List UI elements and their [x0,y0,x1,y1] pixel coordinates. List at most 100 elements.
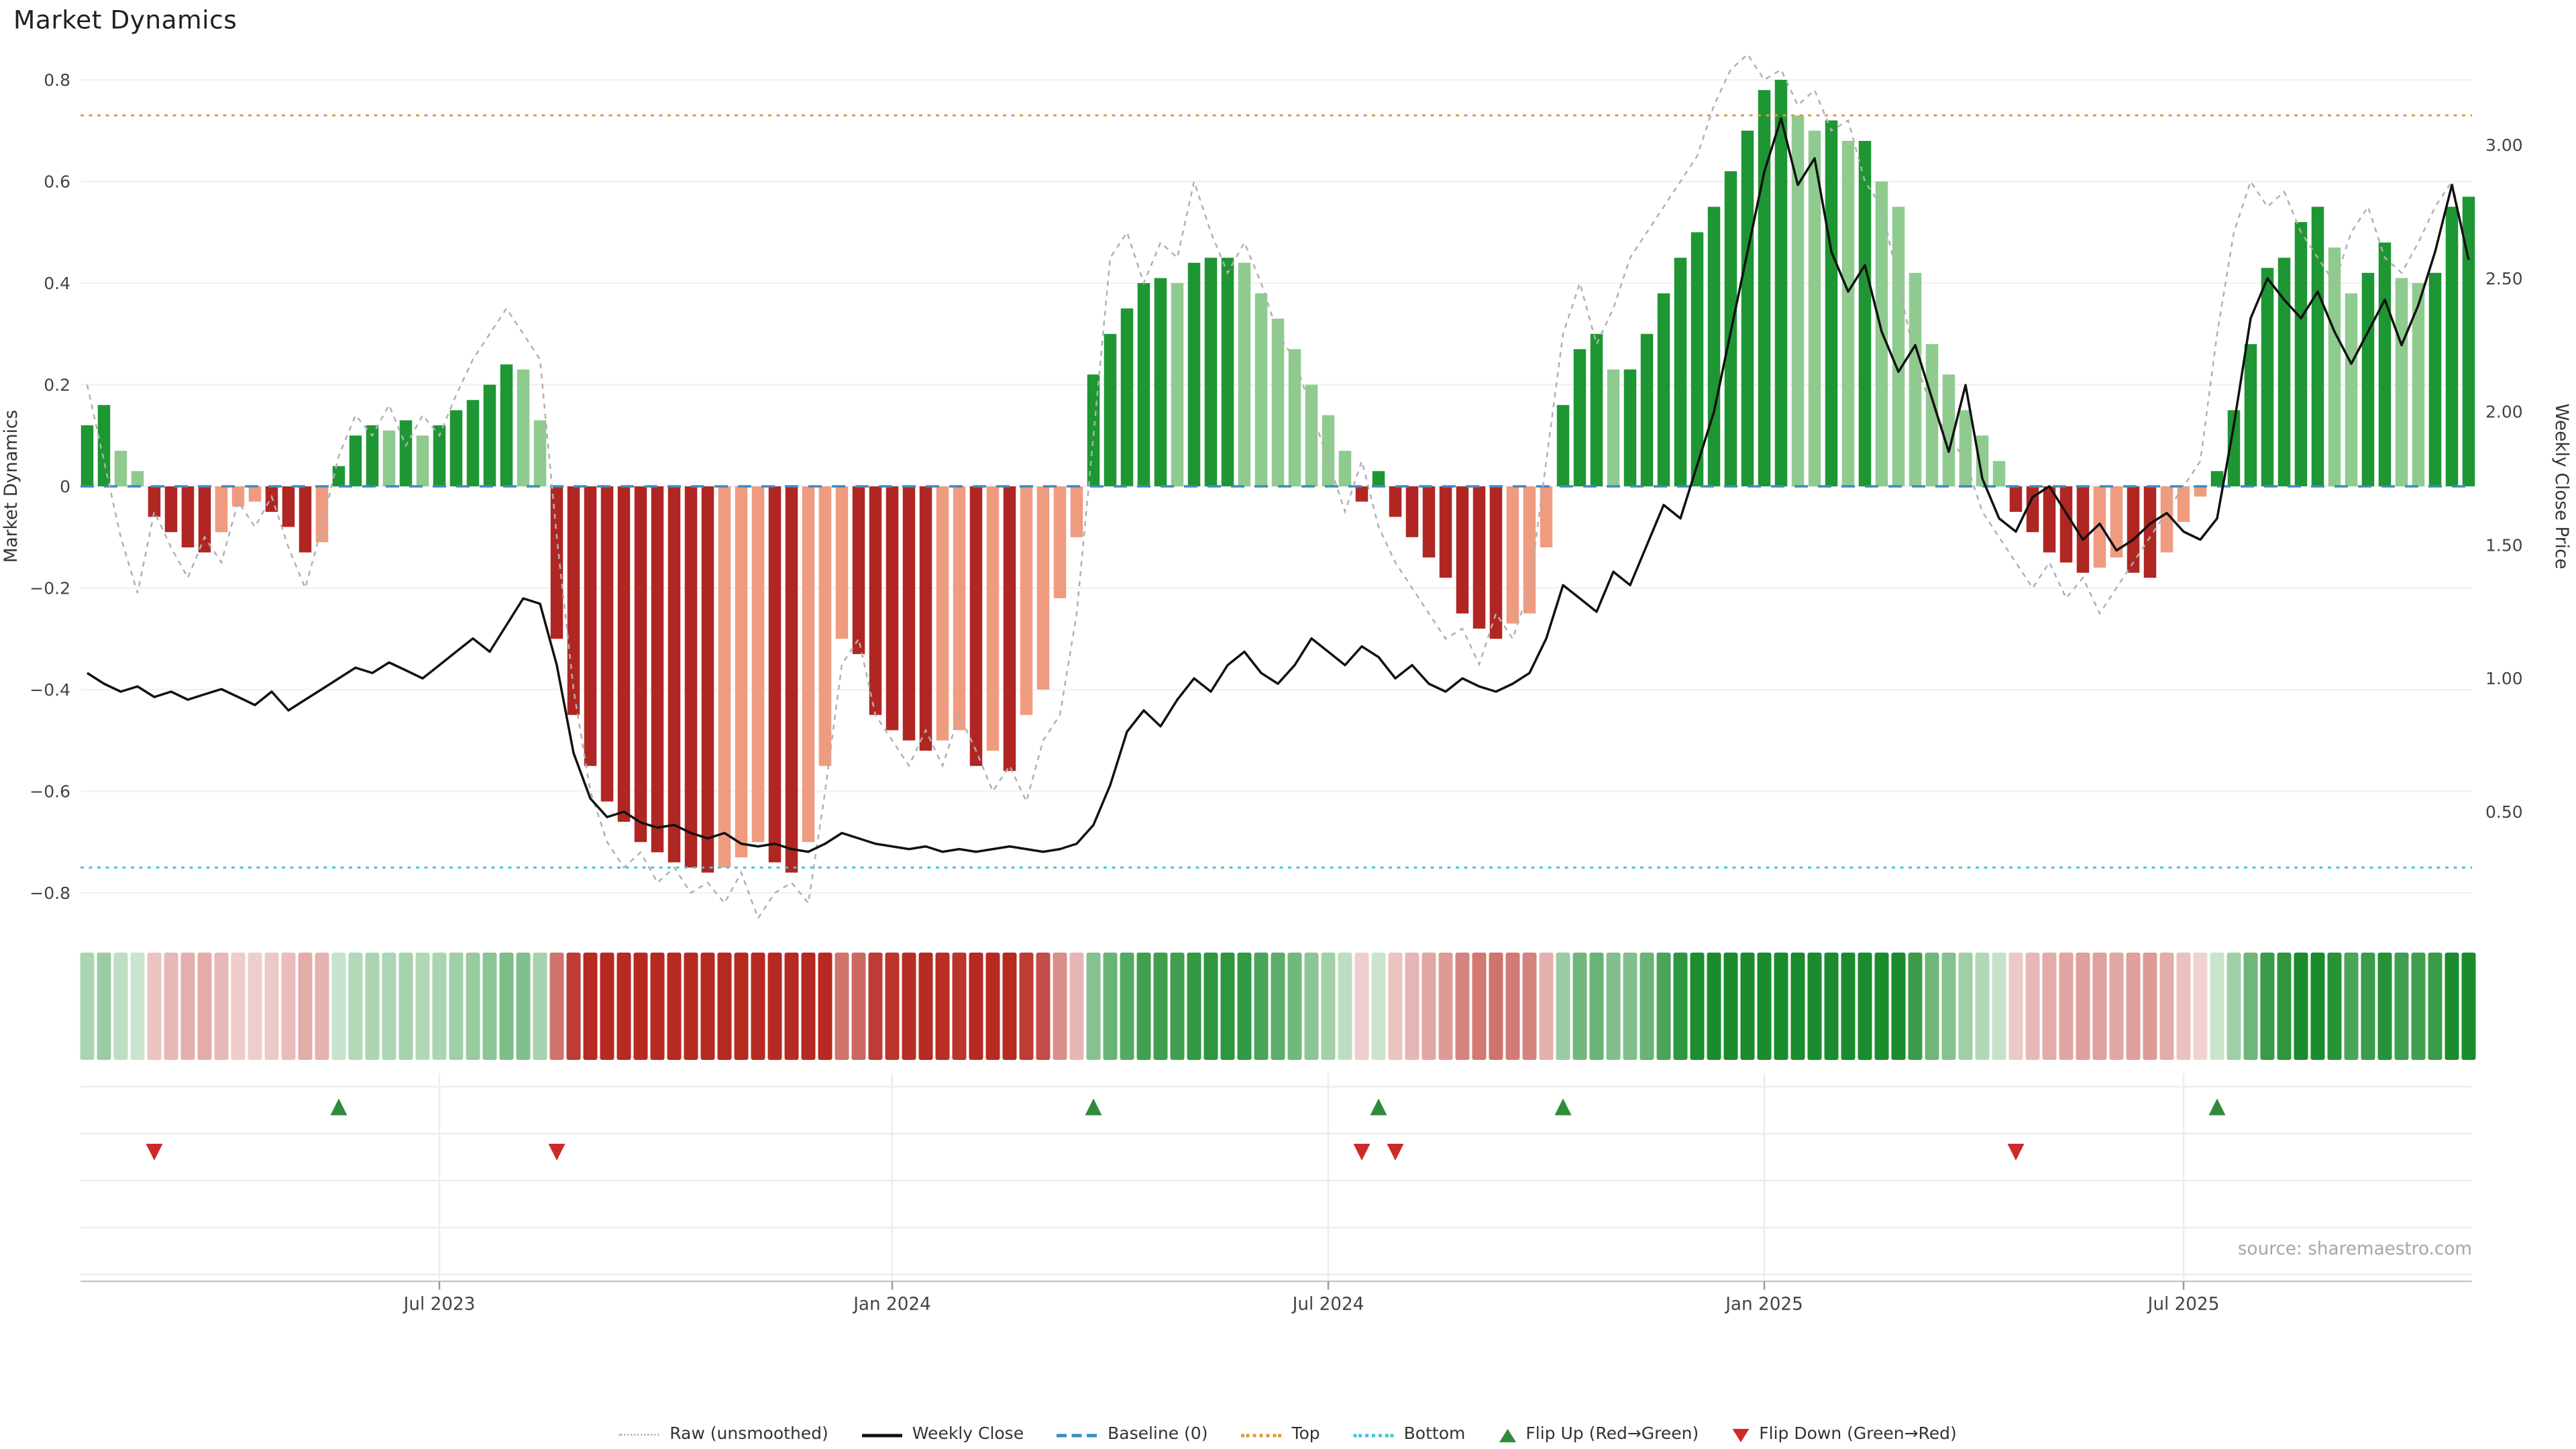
heatmap-cell [1103,953,1118,1060]
heatmap-cell [1405,953,1419,1060]
dynamics-bar [2127,486,2140,573]
heatmap-cell [885,953,900,1060]
legend-item-baseline: Baseline (0) [1057,1426,1208,1444]
dynamics-bar [667,486,681,863]
dynamics-bar [902,486,916,741]
dynamics-bar [1489,486,1503,639]
heatmap-cell [1203,953,1218,1060]
heatmap-cell [1891,953,1906,1060]
heatmap-cell [1237,953,1252,1060]
left-tick-label: 0.8 [44,70,70,90]
heatmap-cell [1220,953,1235,1060]
heatmap-cell [449,953,464,1060]
heatmap-cell [1858,953,1872,1060]
x-tick-label: Jul 2023 [402,1295,476,1315]
dynamics-bar [1439,486,1452,578]
heatmap-cell [1254,953,1269,1060]
heatmap-cell [784,953,799,1060]
heatmap-cell [348,953,363,1060]
dynamics-bar [1355,486,1368,502]
dynamics-bar [1053,486,1067,598]
heatmap-cell [1002,953,1017,1060]
dynamics-bar [735,486,748,857]
dynamics-bar [802,486,815,843]
heatmap-cell [2143,953,2157,1060]
dynamics-bar [1674,258,1687,486]
x-tick-label: Jul 2024 [1291,1295,1364,1315]
heatmap-cell [935,953,950,1060]
heatmap-cell [2344,953,2359,1060]
dynamics-bar [466,400,480,486]
heatmap-cell [549,953,564,1060]
heatmap-cell [533,953,547,1060]
dynamics-bar [349,435,362,486]
heatmap-cell [1522,953,1537,1060]
dynamics-bar [1942,374,1955,486]
legend-item-flip-down: Flip Down (Green→Red) [1732,1426,1957,1444]
legend-label: Flip Up (Red→Green) [1525,1426,1699,1444]
dynamics-bar [869,486,882,715]
heatmap-cell [1790,953,1805,1060]
dynamics-bar [1389,486,1402,517]
heatmap-cell [298,953,313,1060]
dynamics-bar [651,486,664,853]
dynamics-bar [2093,486,2106,568]
dynamics-bar [768,486,782,863]
dynamics-bar [684,486,698,868]
dynamics-bar [131,471,144,486]
heatmap-cell [432,953,447,1060]
heatmap-cell [1824,953,1839,1060]
heatmap-cell [315,953,329,1060]
heatmap-cell [2445,953,2459,1060]
main-chart-svg: Jul 2023 Jan 2024 Jul 2024 Jan 2025 Jul 2025… [1,53,2571,1315]
heatmap-cell [2193,953,2208,1060]
heatmap-cell [583,953,598,1060]
heatmap-cell [415,953,430,1060]
heatmap-cell [1707,953,1721,1060]
dynamics-bar [1003,486,1016,771]
dynamics-bar [1422,486,1436,557]
dynamics-bar [1640,333,1654,486]
heatmap-cell [1019,953,1034,1060]
dynamics-bar [181,486,195,547]
dynamics-bar [231,486,245,507]
dynamics-bar [248,486,262,502]
heatmap-cell [633,953,648,1060]
dynamics-bar [164,486,178,533]
flip-down-marker [1353,1144,1371,1161]
heatmap-cell [616,953,631,1060]
legend-item-flip-up: Flip Up (Red→Green) [1499,1426,1699,1444]
dynamics-bar [919,486,932,751]
dynamics-bar [567,486,580,715]
dynamics-bar [718,486,731,868]
heatmap-cell [1556,953,1570,1060]
left-tick-label: 0.2 [44,375,70,394]
flip-down-marker [146,1144,163,1161]
dynamics-bar [2261,268,2274,486]
heatmap-cell [700,953,715,1060]
heatmap-cell [2428,953,2443,1060]
heatmap-cell [818,953,833,1060]
heatmap-cell [1992,953,2006,1060]
raw-line-key-icon [619,1434,660,1436]
flip-up-marker [330,1098,347,1116]
heatmap-cell [147,953,162,1060]
legend-item-top: Top [1241,1426,1320,1444]
heatmap-cell [2260,953,2275,1060]
right-tick-label: 2.00 [2485,402,2523,422]
raw-line [86,53,2470,920]
heatmap-cell [767,953,782,1060]
heatmap-cell [717,953,732,1060]
dynamics-bar [2026,486,2039,533]
dynamics-bar [701,486,714,873]
dynamics-bar [198,486,211,553]
dynamics-bar [366,425,379,486]
heatmap-cell [1304,953,1319,1060]
dynamics-bar [751,486,765,843]
dynamics-bar [1338,451,1352,486]
dynamics-bar [2294,222,2308,486]
heatmap-cell [382,953,396,1060]
dynamics-bar [550,486,564,639]
heatmap-cell [1572,953,1587,1060]
dynamics-bar [80,425,94,486]
